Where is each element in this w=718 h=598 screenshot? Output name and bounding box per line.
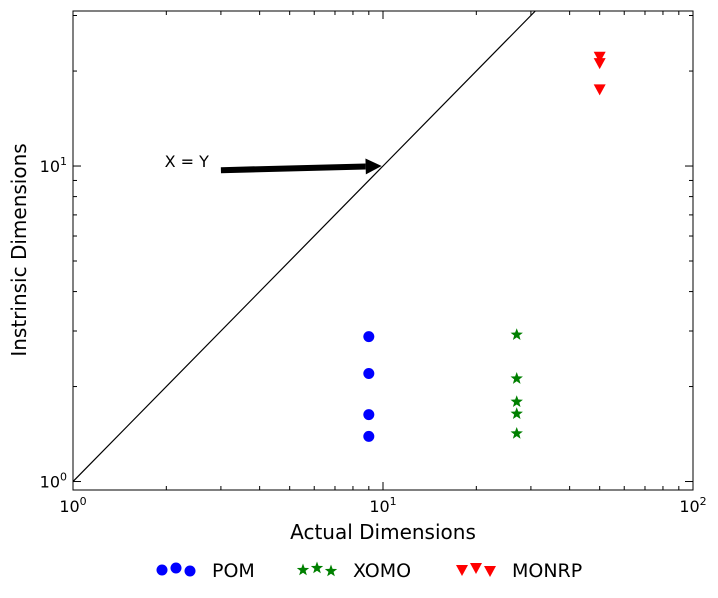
legend-label-xomo: XOMO (353, 560, 411, 582)
x-tick-label: 100 (59, 495, 86, 516)
legend: POM XOMO MONRP (156, 560, 582, 582)
legend-marker-monrp (484, 566, 496, 577)
axis-labels: Actual Dimensions Instrinsic Dimensions (7, 143, 476, 544)
legend-entry-pom: POM (156, 560, 255, 582)
xomo-point (510, 395, 523, 408)
pom-point (363, 409, 375, 421)
legend-marker-xomo (310, 561, 324, 574)
x-axis-label: Actual Dimensions (290, 520, 476, 544)
legend-label-monrp: MONRP (512, 560, 582, 582)
legend-marker-monrp (456, 565, 468, 576)
monrp-point (593, 84, 606, 96)
plot-frame (72, 10, 694, 491)
axes: 100 101 102 100 101 (40, 10, 707, 516)
legend-marker-monrp (470, 563, 482, 574)
legend-entry-monrp: MONRP (456, 560, 582, 582)
y-tick-label: 100 (40, 471, 67, 492)
legend-marker-xomo (296, 563, 310, 576)
legend-marker-pom (170, 562, 182, 574)
monrp-point (593, 58, 606, 70)
series-monrp (593, 51, 606, 96)
annotation-arrow-head (365, 158, 382, 175)
y-tick-label: 101 (40, 155, 67, 176)
plot-area: X = Y (73, 11, 606, 482)
monrp-point (593, 51, 606, 63)
pom-point (363, 331, 375, 343)
xomo-point (510, 426, 523, 439)
legend-marker-pom (156, 564, 168, 576)
legend-marker-xomo (324, 564, 338, 577)
pom-point (363, 430, 375, 442)
legend-marker-pom (184, 565, 196, 577)
legend-label-pom: POM (212, 560, 255, 582)
x-tick-label: 101 (369, 495, 396, 516)
xomo-point (510, 328, 523, 340)
series-pom (363, 331, 375, 442)
identity-line (73, 11, 536, 482)
legend-entry-xomo: XOMO (296, 560, 411, 582)
series-xomo (510, 328, 523, 439)
xomo-point (510, 407, 523, 419)
annotation-label: X = Y (165, 152, 210, 171)
annotation-arrow-shaft (220, 163, 366, 174)
xomo-point (510, 372, 523, 384)
y-axis-label: Instrinsic Dimensions (7, 143, 31, 356)
x-tick-label: 102 (679, 495, 706, 516)
pom-point (363, 367, 375, 379)
